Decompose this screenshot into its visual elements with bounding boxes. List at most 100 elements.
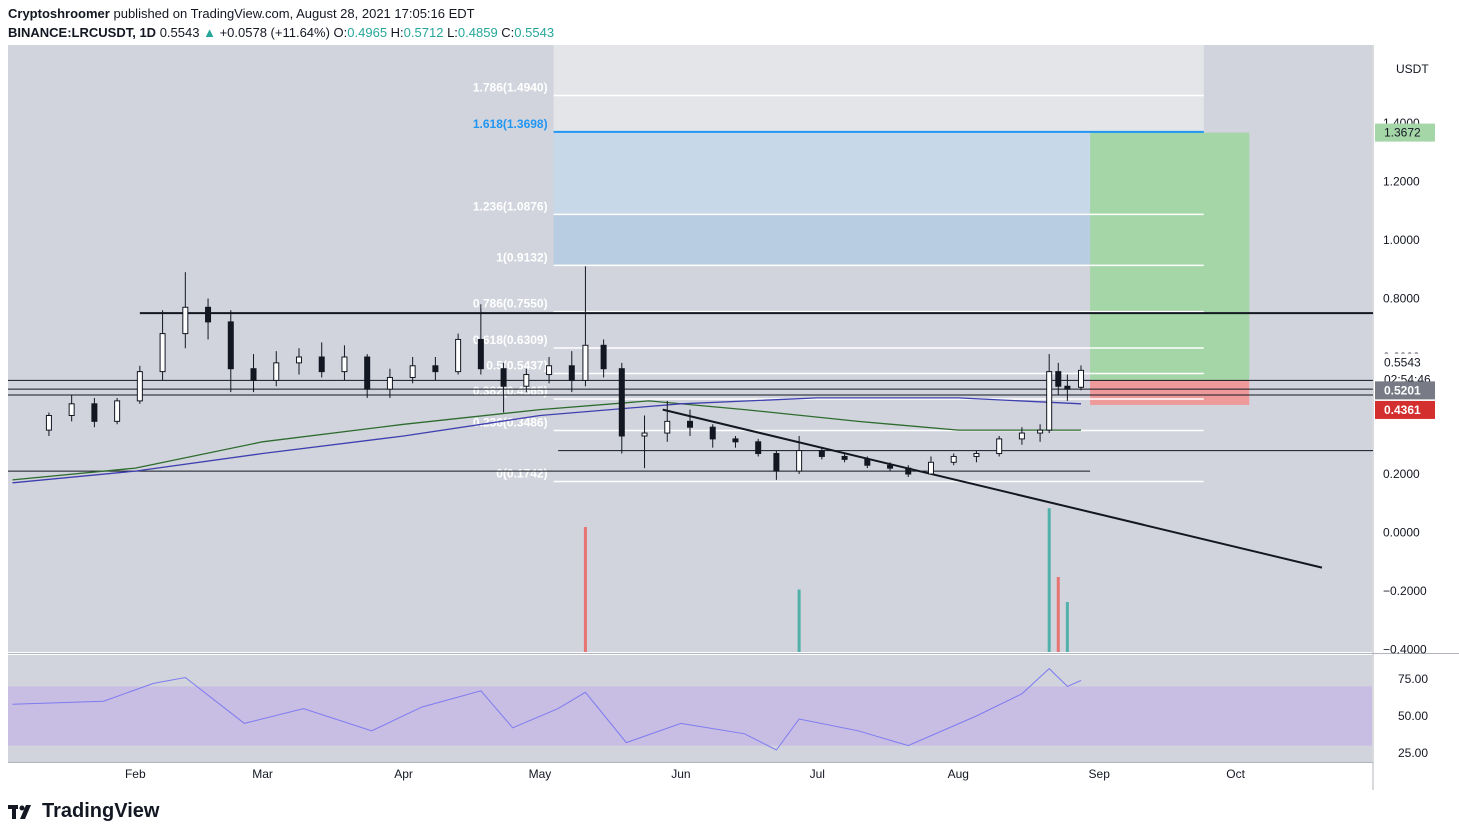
candle-body-46[interactable] [1046, 371, 1053, 431]
candle-body-19[interactable] [477, 338, 484, 370]
time-tick-6: Aug [948, 767, 969, 781]
price-label-stop: 0.4361 [1384, 403, 1421, 417]
symbol-label[interactable]: BINANCE:LRCUSDT, 1D [8, 25, 157, 40]
candle-body-1[interactable] [68, 403, 75, 416]
open-value: 0.4965 [347, 25, 388, 40]
candle-body-32[interactable] [755, 441, 762, 455]
trendline[interactable] [662, 408, 1323, 569]
candle-body-20[interactable] [500, 368, 507, 387]
tradingview-brand[interactable]: TradingView [8, 800, 159, 823]
candle-body-24[interactable] [582, 344, 589, 381]
price-label-target: 1.3672 [1384, 126, 1421, 140]
candle-body-14[interactable] [364, 356, 371, 390]
candle-body-22[interactable] [546, 365, 553, 376]
candle-body-43[interactable] [996, 438, 1003, 455]
candle-body-31[interactable] [732, 438, 739, 443]
candle-body-25[interactable] [600, 344, 607, 370]
open-label: O: [333, 25, 348, 40]
close-value: 0.5543 [514, 25, 555, 40]
candle-body-7[interactable] [205, 306, 212, 323]
candle-body-33[interactable] [773, 453, 780, 472]
time-tick-4: Jun [671, 767, 690, 781]
brand-name: TradingView [42, 800, 160, 822]
candle-body-40[interactable] [927, 461, 934, 475]
candle-body-30[interactable] [709, 426, 716, 440]
price-tick-6: 0.0000 [1383, 526, 1420, 540]
candle-body-36[interactable] [841, 455, 848, 460]
time-tick-3: May [529, 767, 552, 781]
candle-body-41[interactable] [950, 455, 957, 463]
candle-body-9[interactable] [250, 368, 257, 381]
price-axis-unit: USDT [1396, 62, 1429, 76]
candle-body-17[interactable] [432, 365, 439, 373]
fib-label-8: 0.236(0.3486) [473, 416, 548, 430]
time-tick-0: Feb [125, 767, 146, 781]
candle-body-16[interactable] [409, 365, 416, 378]
candle-body-11[interactable] [295, 356, 302, 364]
fib-label-4: 0.786(0.7550) [473, 297, 548, 311]
candle-body-45[interactable] [1037, 429, 1044, 434]
candle-body-37[interactable] [864, 458, 871, 466]
low-label: L: [447, 25, 458, 40]
candle-body-28[interactable] [664, 420, 671, 434]
price-label-box-0 [1375, 123, 1435, 142]
candle-body-21[interactable] [523, 374, 530, 387]
candle-body-15[interactable] [386, 376, 393, 390]
candle-body-13[interactable] [341, 356, 348, 373]
candle-body-26[interactable] [618, 368, 625, 437]
candle-body-3[interactable] [114, 400, 121, 422]
candle-body-10[interactable] [273, 362, 280, 381]
candle-body-44[interactable] [1018, 432, 1025, 440]
volume-bar-4 [1065, 602, 1069, 652]
time-tick-2: Apr [394, 767, 413, 781]
up-arrow-icon: ▲ [203, 25, 216, 40]
volume-bar-2 [1047, 508, 1051, 652]
time-tick-8: Oct [1226, 767, 1245, 781]
candle-body-27[interactable] [641, 432, 648, 437]
price-change: +0.0578 (+11.64%) [219, 25, 330, 40]
rsi-band [8, 686, 1372, 746]
candle-body-48[interactable] [1064, 385, 1071, 390]
candle-body-47[interactable] [1055, 371, 1062, 387]
publish-info: Cryptoshroomer published on TradingView.… [8, 6, 475, 21]
candle-body-0[interactable] [45, 415, 52, 431]
price-tick-8: −0.4000 [1383, 643, 1427, 657]
candle-body-49[interactable] [1078, 369, 1085, 388]
price-tick-7: −0.2000 [1383, 584, 1427, 598]
price-chart[interactable]: 1.786(1.4940) 1.618(1.3698) 1.236(1.0876) 1… [0, 0, 1459, 800]
fib-label-2: 1.236(1.0876) [473, 199, 548, 213]
candle-body-2[interactable] [91, 403, 98, 422]
candle-body-5[interactable] [159, 333, 166, 373]
high-label: H: [390, 25, 404, 40]
price-tick-3: 0.8000 [1383, 292, 1420, 306]
candle-body-34[interactable] [796, 450, 803, 472]
time-tick-5: Jul [810, 767, 825, 781]
price-tick-1: 1.2000 [1383, 175, 1420, 189]
price-label-box-1 [1375, 353, 1435, 372]
price-label-last: 0.5543 [1384, 355, 1421, 369]
stop-zone[interactable] [1090, 380, 1250, 405]
ma-green-line [12, 400, 1081, 481]
high-value: 0.5712 [403, 25, 444, 40]
rsi-tick-2: 25.00 [1398, 746, 1428, 760]
rsi-tick-1: 50.00 [1398, 709, 1428, 723]
volume-bar-1 [797, 589, 801, 652]
candle-body-29[interactable] [687, 420, 693, 428]
candle-body-38[interactable] [887, 464, 894, 469]
last-price: 0.5543 [159, 25, 200, 40]
fib-zone-top [553, 45, 1204, 132]
candle-body-4[interactable] [136, 371, 143, 402]
price-label-box-3 [1375, 381, 1435, 400]
candle-body-42[interactable] [973, 453, 980, 457]
publisher-name[interactable]: Cryptoshroomer [8, 6, 110, 21]
candle-body-23[interactable] [568, 365, 575, 381]
candle-body-6[interactable] [182, 306, 189, 335]
candle-body-12[interactable] [318, 356, 325, 373]
price-label-box-4 [1375, 400, 1435, 419]
candle-body-18[interactable] [455, 338, 462, 373]
price-tick-2: 1.0000 [1383, 233, 1420, 247]
candle-body-39[interactable] [905, 467, 912, 475]
candle-body-8[interactable] [227, 321, 234, 370]
candle-body-35[interactable] [818, 450, 825, 457]
target-zone[interactable] [1090, 132, 1250, 381]
